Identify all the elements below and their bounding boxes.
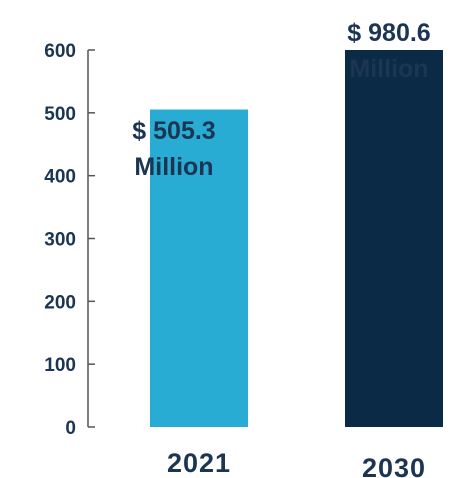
y-tick-label: 400 [44,167,76,188]
bar-2030 [345,50,443,427]
bar-2021 [150,109,248,427]
data-label-value: $ 980.6 [347,19,430,47]
data-label-value: $ 505.3 [132,117,215,145]
data-label-unit: Million [134,153,213,181]
category-label: 2030 [362,453,426,478]
bars [150,50,443,427]
y-axis-ticks: 0 100 200 300 400 500 600 [44,41,95,439]
data-labels: $ 505.3 Million $ 980.6 Million [132,19,430,181]
data-label-unit: Million [349,55,428,83]
y-tick-label: 200 [44,292,76,313]
y-tick-label: 600 [44,41,76,62]
y-tick-label: 0 [65,418,76,439]
y-tick-label: 500 [44,104,76,125]
category-labels: 2021 2030 [167,448,426,478]
y-tick-label: 100 [44,355,76,376]
category-label: 2021 [167,448,231,478]
y-tick-label: 300 [44,230,76,251]
